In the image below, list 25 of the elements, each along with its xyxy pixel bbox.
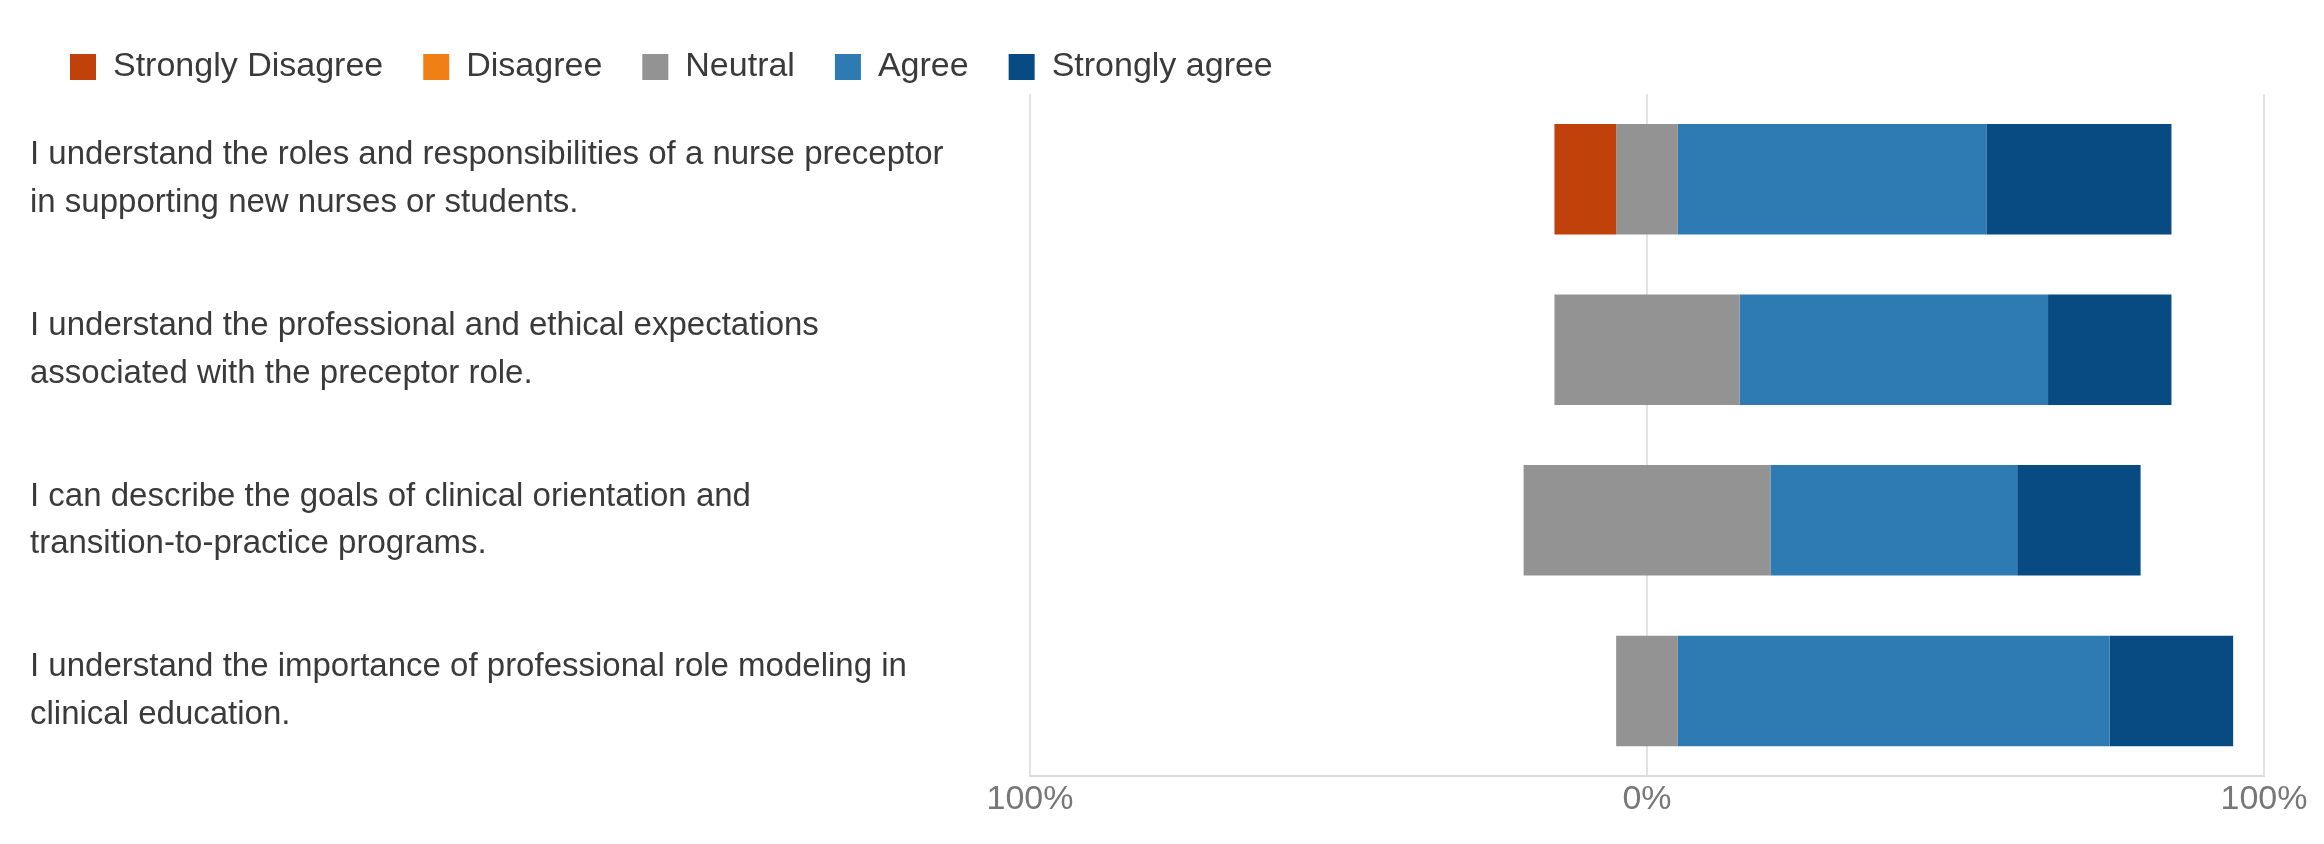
bar xyxy=(2048,294,2172,406)
x-tick-label: 100% xyxy=(2220,777,2308,816)
y-tick-label: I understand the professional and ethical expectations associated with the preceptor role. xyxy=(30,304,819,390)
bar xyxy=(1677,124,1987,235)
x-tick-label: 0% xyxy=(1622,777,1672,816)
bar xyxy=(1554,124,1617,235)
x-tick-label: 100% xyxy=(986,777,1074,816)
bar xyxy=(1616,635,1678,747)
bar xyxy=(1770,465,2018,576)
legend-label: Disagree xyxy=(466,45,603,84)
y-tick-label: I understand the roles and responsibilities of a nurse preceptor in supporting new nurses or students. xyxy=(30,134,944,220)
y-tick-label: I can describe the goals of clinical orientation and transition-to-practice programs. xyxy=(30,475,751,561)
y-tick-label: I understand the importance of professional role modeling in clinical education. xyxy=(30,646,907,731)
legend-label: Strongly agree xyxy=(1051,45,1273,84)
bar xyxy=(1677,635,2110,747)
bar xyxy=(1554,294,1740,406)
bar xyxy=(1739,294,2049,406)
bar xyxy=(1616,124,1678,235)
bar xyxy=(2109,635,2234,747)
legend-label: Strongly Disagree xyxy=(113,45,384,84)
legend-label: Agree xyxy=(877,45,969,84)
bar xyxy=(2017,465,2141,576)
bar xyxy=(1986,124,2172,235)
bar xyxy=(1523,465,1771,576)
legend-label: Neutral xyxy=(685,45,795,84)
